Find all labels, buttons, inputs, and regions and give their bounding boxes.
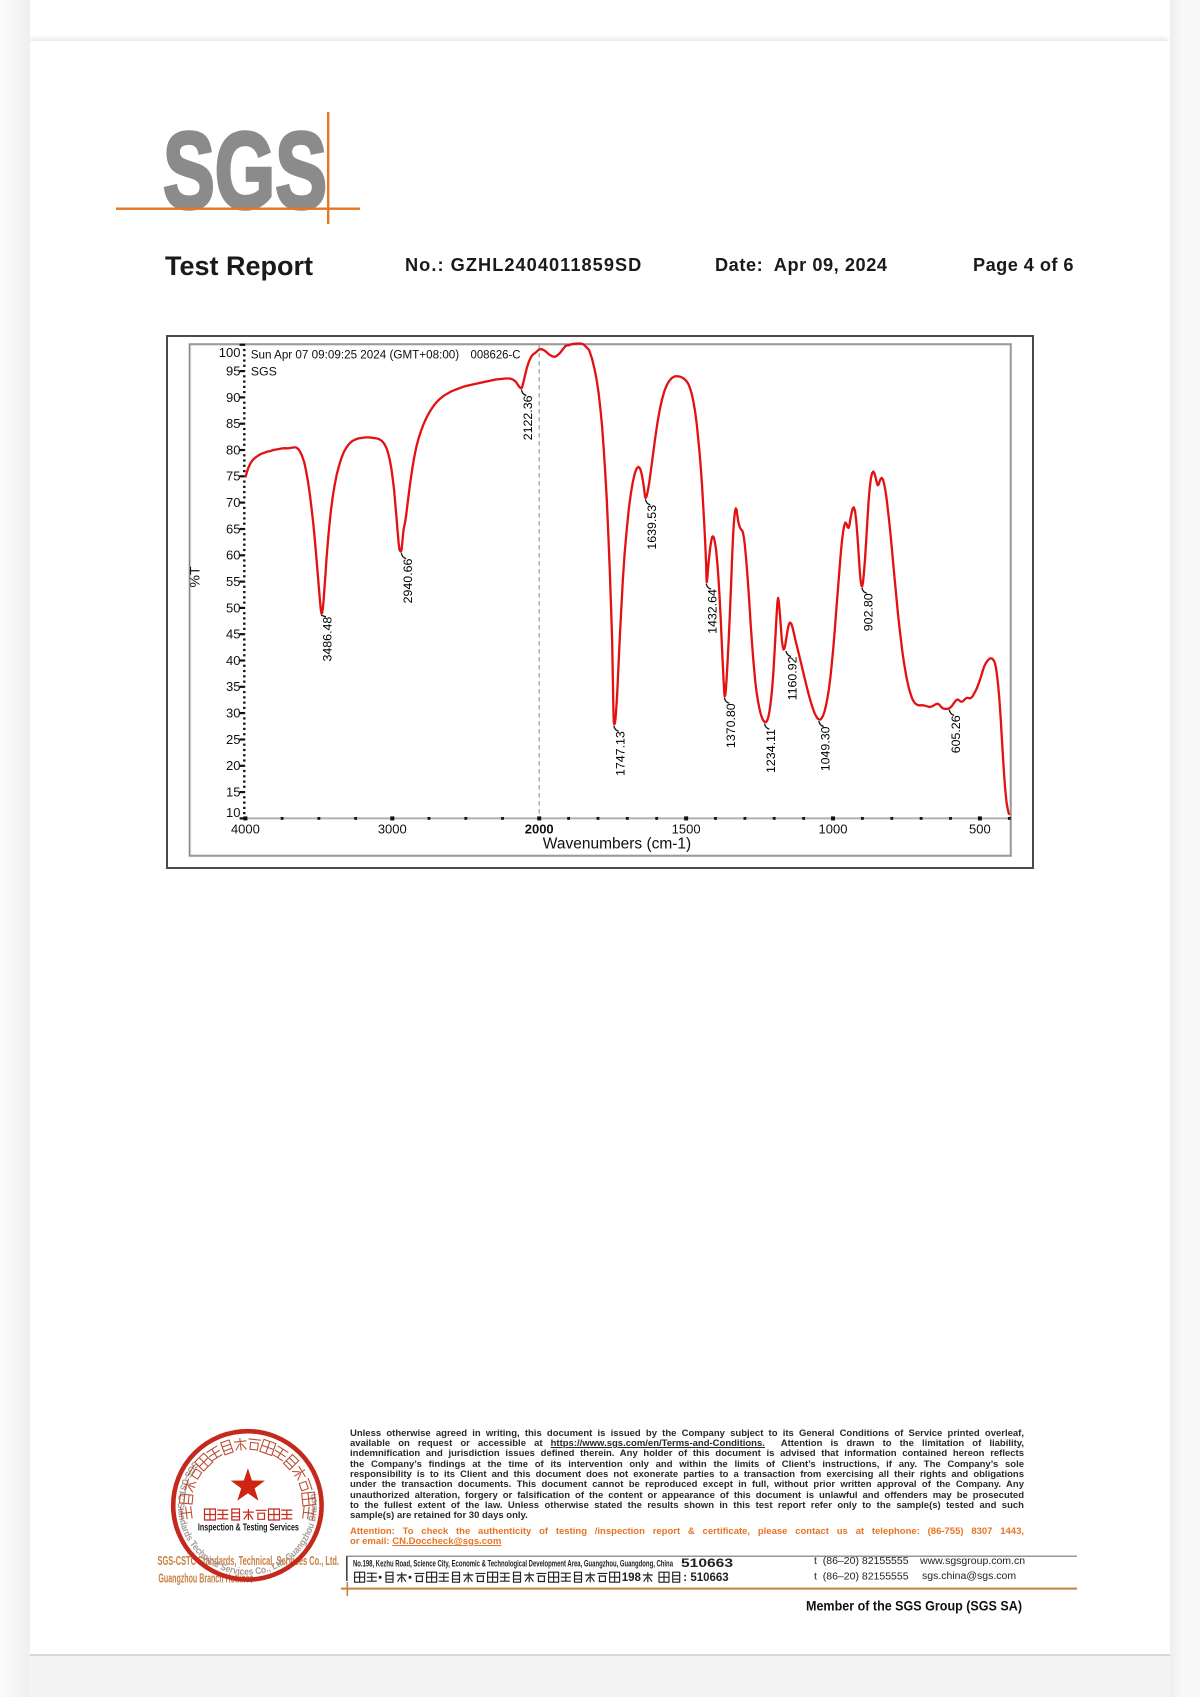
svg-text:85: 85 <box>226 416 240 431</box>
svg-text:SGS-CSTC Standards, Technical,: SGS-CSTC Standards, Technical, Services … <box>158 1553 340 1568</box>
svg-text:40: 40 <box>226 653 240 668</box>
svg-text:60: 60 <box>226 548 240 563</box>
svg-text:90: 90 <box>226 390 240 405</box>
svg-text:605.26: 605.26 <box>949 715 963 753</box>
svg-text:70: 70 <box>226 495 240 510</box>
svg-text:: 510663: : 510663 <box>683 1572 728 1584</box>
svg-text:2940.66: 2940.66 <box>401 558 415 603</box>
svg-text:1432.64: 1432.64 <box>706 589 720 634</box>
svg-text:Sun Apr 07 09:09:25 2024 (GMT+: Sun Apr 07 09:09:25 2024 (GMT+08:00) <box>251 348 460 362</box>
svg-text:1234.11: 1234.11 <box>764 729 778 773</box>
svg-text:Member of the SGS Group (SGS S: Member of the SGS Group (SGS SA) <box>806 1598 1022 1613</box>
svg-text:t (86–20) 82155555: t (86–20) 82155555 <box>814 1571 909 1583</box>
svg-text:Wavenumbers (cm-1): Wavenumbers (cm-1) <box>543 835 691 852</box>
svg-text:www.sgsgroup.com.cn: www.sgsgroup.com.cn <box>919 1555 1025 1567</box>
svg-text:t (86–20) 82155555: t (86–20) 82155555 <box>814 1555 909 1567</box>
svg-text:Guangzhou Branch Hotlines: Guangzhou Branch Hotlines <box>158 1570 253 1585</box>
svg-text:65: 65 <box>226 521 240 536</box>
svg-text:008626-C: 008626-C <box>471 348 521 362</box>
svg-text:55: 55 <box>226 574 240 589</box>
svg-text:80: 80 <box>226 442 240 457</box>
svg-text:50: 50 <box>226 600 240 615</box>
svg-text:3000: 3000 <box>378 822 407 837</box>
svg-text:2000: 2000 <box>525 822 554 837</box>
svg-text:100: 100 <box>219 345 241 360</box>
svg-text:SGS: SGS <box>163 110 327 232</box>
svg-text:2122.36: 2122.36 <box>521 395 535 440</box>
svg-text:95: 95 <box>226 364 240 379</box>
svg-text:20: 20 <box>226 758 240 773</box>
svg-text:902.80: 902.80 <box>861 593 875 631</box>
svg-text:10: 10 <box>226 805 240 820</box>
svg-text:4000: 4000 <box>231 822 260 837</box>
svg-text:1049.30: 1049.30 <box>818 726 832 771</box>
svg-text:%T: %T <box>187 566 203 587</box>
svg-text:sgs.china@sgs.com: sgs.china@sgs.com <box>922 1570 1016 1582</box>
svg-text:1639.53: 1639.53 <box>645 505 659 550</box>
svg-text:500: 500 <box>969 822 991 837</box>
svg-text:30: 30 <box>226 706 240 721</box>
svg-text:1000: 1000 <box>819 822 848 837</box>
svg-text:45: 45 <box>226 627 240 642</box>
svg-text:No.198, Kezhu Road, Science Ci: No.198, Kezhu Road, Science City, Econom… <box>353 1559 674 1569</box>
svg-text:35: 35 <box>226 679 240 694</box>
svg-text:15: 15 <box>226 785 240 800</box>
svg-text:198: 198 <box>622 1572 642 1584</box>
svg-text:1500: 1500 <box>672 822 701 837</box>
svg-text:Inspection & Testing Services: Inspection & Testing Services <box>198 1523 299 1534</box>
svg-text:1160.92: 1160.92 <box>786 656 800 700</box>
svg-text:75: 75 <box>226 469 240 484</box>
svg-text:SGS: SGS <box>251 365 277 379</box>
svg-text:25: 25 <box>226 732 240 747</box>
svg-text:1747.13: 1747.13 <box>613 731 627 776</box>
svg-text:510663: 510663 <box>681 1558 733 1570</box>
svg-text:1370.80: 1370.80 <box>724 703 738 748</box>
svg-text:3486.48: 3486.48 <box>321 617 335 662</box>
